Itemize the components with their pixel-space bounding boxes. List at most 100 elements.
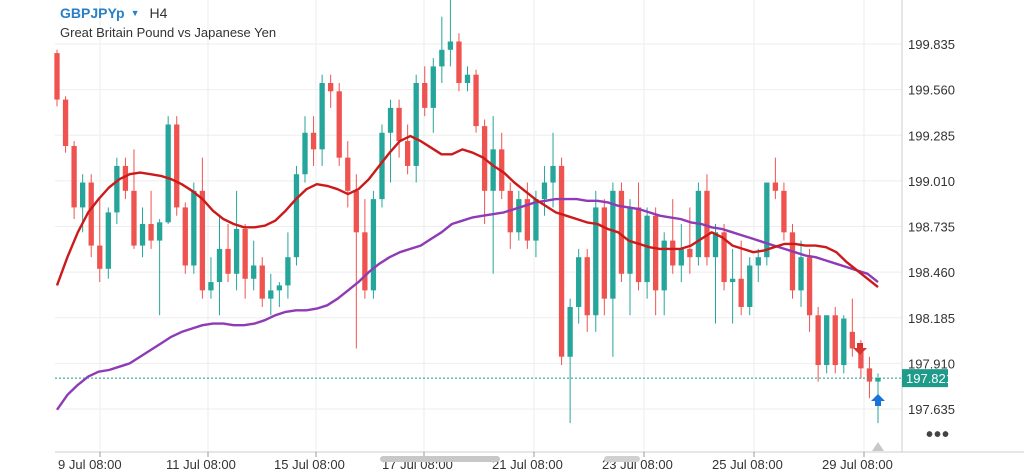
- candle[interactable]: [370, 190, 377, 299]
- time-scrollbar[interactable]: [380, 456, 500, 462]
- candle[interactable]: [516, 190, 522, 241]
- candle[interactable]: [687, 207, 693, 274]
- candle[interactable]: [824, 315, 830, 374]
- candle[interactable]: [439, 16, 445, 83]
- candle[interactable]: [789, 224, 796, 299]
- candle[interactable]: [841, 315, 847, 374]
- candle[interactable]: [413, 74, 419, 183]
- candle[interactable]: [379, 124, 385, 208]
- candle[interactable]: [652, 207, 659, 316]
- candle[interactable]: [541, 165, 548, 216]
- candle[interactable]: [567, 298, 573, 424]
- candle[interactable]: [558, 157, 565, 366]
- candle[interactable]: [293, 165, 300, 266]
- candle[interactable]: [242, 224, 248, 299]
- candle[interactable]: [576, 248, 582, 324]
- candle[interactable]: [156, 219, 163, 316]
- symbol-row[interactable]: GBPJPYp ▼ H4: [60, 5, 276, 21]
- candle[interactable]: [747, 257, 753, 316]
- candle[interactable]: [336, 82, 342, 166]
- candle[interactable]: [54, 49, 60, 107]
- candle[interactable]: [71, 141, 77, 220]
- candle[interactable]: [721, 224, 727, 291]
- candle[interactable]: [319, 74, 325, 166]
- candle[interactable]: [208, 257, 214, 299]
- candle[interactable]: [755, 248, 761, 283]
- candle[interactable]: [866, 356, 873, 399]
- candle[interactable]: [191, 182, 197, 274]
- candle[interactable]: [772, 157, 779, 200]
- candle[interactable]: [114, 157, 120, 225]
- candle[interactable]: [593, 190, 599, 332]
- candle[interactable]: [601, 199, 607, 316]
- candle[interactable]: [644, 207, 650, 299]
- candle[interactable]: [738, 240, 744, 316]
- candle[interactable]: [490, 116, 496, 274]
- candle[interactable]: [199, 157, 206, 299]
- candle[interactable]: [345, 141, 351, 208]
- candle[interactable]: [139, 207, 146, 258]
- candle[interactable]: [404, 124, 411, 175]
- candle[interactable]: [165, 116, 171, 225]
- candle[interactable]: [464, 66, 471, 92]
- candle[interactable]: [122, 157, 129, 200]
- candle[interactable]: [97, 199, 103, 283]
- candle[interactable]: [422, 66, 428, 117]
- candle[interactable]: [584, 248, 590, 332]
- candle[interactable]: [285, 232, 291, 299]
- candle[interactable]: [678, 224, 684, 283]
- timeframe-label[interactable]: H4: [149, 5, 168, 21]
- candle[interactable]: [729, 248, 736, 324]
- candle[interactable]: [148, 190, 154, 249]
- candle[interactable]: [806, 248, 813, 332]
- candle[interactable]: [174, 116, 180, 216]
- candle[interactable]: [661, 232, 667, 316]
- candle[interactable]: [507, 182, 513, 249]
- candle[interactable]: [704, 174, 710, 266]
- candle[interactable]: [499, 132, 505, 200]
- candle[interactable]: [353, 174, 359, 349]
- candle[interactable]: [447, 0, 454, 67]
- candle[interactable]: [105, 207, 111, 279]
- candle[interactable]: [815, 306, 821, 382]
- symbol-label[interactable]: GBPJPYp: [60, 5, 125, 21]
- candle[interactable]: [225, 224, 231, 283]
- candle[interactable]: [430, 58, 436, 133]
- candle[interactable]: [362, 199, 368, 299]
- more-options-icon[interactable]: •••: [926, 424, 951, 446]
- chevron-down-icon[interactable]: ▼: [130, 8, 140, 18]
- time-scrollbar-handle[interactable]: [604, 456, 640, 462]
- candle[interactable]: [764, 182, 770, 266]
- candle[interactable]: [276, 282, 283, 307]
- candle[interactable]: [832, 306, 838, 374]
- candle[interactable]: [481, 119, 488, 225]
- candle[interactable]: [233, 190, 240, 291]
- candle-body: [259, 265, 265, 299]
- candle[interactable]: [849, 298, 855, 357]
- candle[interactable]: [310, 116, 317, 166]
- candle[interactable]: [456, 33, 462, 92]
- candle[interactable]: [328, 74, 334, 108]
- candle[interactable]: [387, 99, 394, 183]
- candle[interactable]: [712, 224, 719, 324]
- candle[interactable]: [62, 96, 69, 153]
- candle[interactable]: [781, 182, 787, 241]
- candle[interactable]: [88, 174, 94, 258]
- candle[interactable]: [259, 257, 265, 307]
- candle[interactable]: [798, 240, 804, 307]
- candle[interactable]: [182, 202, 188, 274]
- candle[interactable]: [610, 182, 616, 357]
- candle[interactable]: [131, 149, 137, 249]
- candle[interactable]: [302, 116, 308, 183]
- candle[interactable]: [670, 199, 676, 274]
- candle[interactable]: [396, 99, 402, 158]
- candle[interactable]: [251, 240, 257, 291]
- candle[interactable]: [635, 182, 642, 291]
- candle[interactable]: [473, 69, 479, 133]
- candle[interactable]: [268, 273, 274, 316]
- candle[interactable]: [618, 182, 625, 283]
- candle[interactable]: [216, 215, 223, 316]
- candle[interactable]: [627, 199, 633, 316]
- candle[interactable]: [550, 132, 556, 208]
